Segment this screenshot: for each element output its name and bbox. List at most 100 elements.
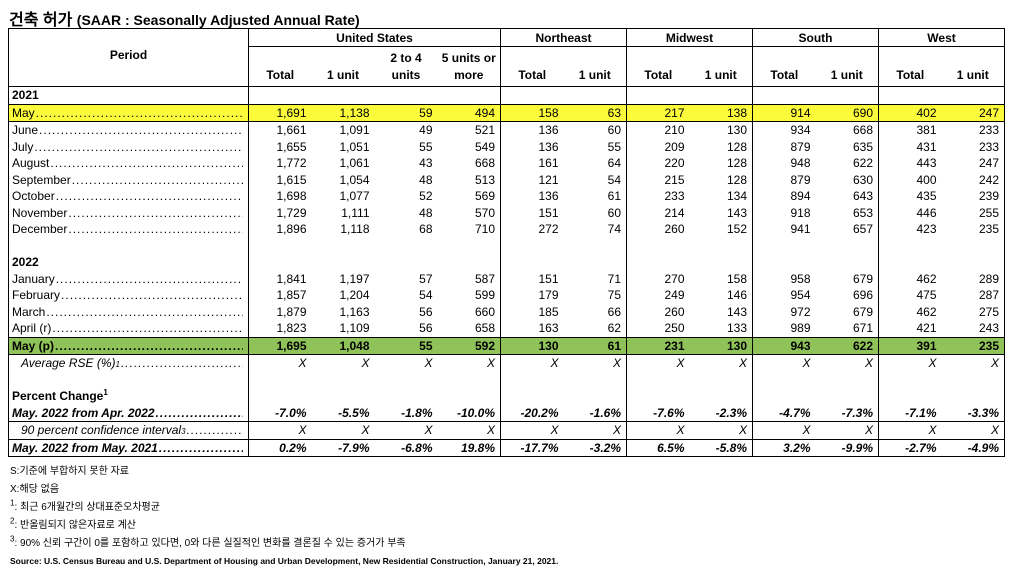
value-cell: 136 <box>500 138 564 155</box>
value-cell: 391 <box>878 336 942 355</box>
value-cell: 60 <box>607 123 622 138</box>
value-cell: 622 <box>852 156 874 171</box>
spacer-cell <box>500 237 564 254</box>
row-label-cell: May. 2022 from Apr. 2022 <box>8 404 249 422</box>
title-block: 건축 허가 (SAAR : Seasonally Adjusted Annual… <box>9 6 360 30</box>
value-cell: 48 <box>419 205 433 220</box>
value-cell: 60 <box>607 205 622 220</box>
dot-leader <box>68 221 243 237</box>
value-cell: 146 <box>726 288 748 303</box>
empty-cell <box>438 87 501 105</box>
column-header: 1 unit <box>815 46 879 87</box>
row-label-text: August <box>12 156 50 171</box>
group-header: West <box>878 28 1005 47</box>
row-label: May <box>12 105 243 121</box>
empty-cell <box>312 388 375 405</box>
section-heading-text: 2022 <box>12 255 39 270</box>
value-cell: 972 <box>752 303 816 320</box>
value-cell: 1,857 <box>248 287 312 304</box>
row-label-cell: March <box>9 304 249 321</box>
value-cell: X <box>991 356 1000 371</box>
value-cell: X <box>752 421 816 440</box>
value-cell: 1,729 <box>248 204 312 221</box>
value-cell: 43 <box>419 156 433 171</box>
value-cell: 513 <box>474 172 495 187</box>
value-cell: X <box>739 356 748 371</box>
row-label: May. 2022 from Apr. 2022 <box>12 405 243 421</box>
value-cell: X <box>613 356 622 371</box>
value-cell: 143 <box>726 205 748 220</box>
footnote: X:해당 없음 <box>10 481 406 499</box>
value-cell: 239 <box>979 189 1000 204</box>
row-label-cell: 90 percent confidence interval 3 <box>8 421 249 440</box>
value-cell: 1,054 <box>339 172 370 187</box>
column-header: 1 unit <box>311 46 375 87</box>
value-cell: 435 <box>878 188 942 205</box>
row-label-text: April (r) <box>12 321 52 336</box>
value-cell: 247 <box>979 156 1000 171</box>
column-header: Total <box>500 46 564 87</box>
data-row: July 1,655 1,051 55 549 136 55 209 128 879 635 431 2… <box>9 138 1005 155</box>
value-cell: 1,695 <box>248 336 312 355</box>
value-cell: 1,841 <box>248 270 312 287</box>
value-cell: 161 <box>500 155 564 172</box>
footnote: S:기준에 부합하지 못한 자료 <box>10 463 406 481</box>
empty-cell <box>500 254 564 271</box>
value-cell: 59 <box>374 103 438 122</box>
footnote-text: S:기준에 부합하지 못한 자료 <box>10 466 129 477</box>
value-cell: 1,163 <box>339 304 370 319</box>
value-cell: -4.7% <box>752 404 816 422</box>
value-cell: 592 <box>437 336 501 355</box>
value-cell: 1,061 <box>339 156 370 171</box>
row-label-text: July <box>12 139 34 154</box>
empty-cell <box>878 254 942 271</box>
value-cell: 587 <box>474 271 495 286</box>
data-row: October 1,698 1,077 52 569 136 61 233 134 894 643 4… <box>9 188 1005 205</box>
table-body: 2021May1,6911,13859494158632171389146904… <box>8 86 1005 457</box>
empty-cell <box>626 86 690 104</box>
value-cell: -5.8% <box>689 439 753 457</box>
value-cell: 19.8% <box>437 439 501 457</box>
value-cell: X <box>563 421 627 440</box>
value-cell: X <box>361 356 370 371</box>
row-label-text: February <box>12 288 61 303</box>
empty-cell <box>248 254 312 271</box>
value-cell: 934 <box>752 121 816 139</box>
spacer-cell <box>375 238 438 255</box>
value-cell: -3.2% <box>563 439 627 457</box>
value-cell: 1,091 <box>339 123 370 138</box>
value-cell: 400 <box>878 171 942 188</box>
spacer-cell <box>564 372 627 389</box>
value-cell: 6.5% <box>626 439 690 457</box>
spacer-cell <box>626 237 690 254</box>
value-cell: 894 <box>752 188 816 205</box>
section-heading-row: 2022 <box>9 254 1005 271</box>
value-cell: 443 <box>878 155 942 172</box>
data-row: June 1,661 1,091 49 521 136 60 210 130 934 668 381 2… <box>9 121 1005 139</box>
value-cell: 521 <box>474 123 495 138</box>
column-row: Total 1 unit 2 to 4 units 5 units or more To… <box>9 46 1005 87</box>
footnote: 3: 90% 신뢰 구간이 0를 포함하고 있다면, 0와 다른 실질적인 변화… <box>10 535 406 553</box>
data-row: May. 2022 from May. 2021 0.2%-7.9%-6.8%19… <box>8 439 1005 457</box>
group-header: Northeast <box>499 28 627 47</box>
spacer-row <box>9 237 1005 255</box>
footnote-text: : 최근 6개월간의 상대표준오차평균 <box>14 502 160 513</box>
footnote-text: : 90% 신뢰 구간이 0를 포함하고 있다면, 0와 다른 실질적인 변화를… <box>14 538 406 549</box>
spacer-cell <box>752 237 816 254</box>
value-cell: X <box>941 421 1005 440</box>
row-label-cell: May <box>8 103 249 122</box>
value-cell: 209 <box>626 138 690 155</box>
value-cell: 402 <box>878 103 942 122</box>
row-label-text: May. 2022 from Apr. 2022 <box>12 405 155 420</box>
row-label-text: May <box>12 105 35 120</box>
value-cell: 179 <box>500 287 564 304</box>
value-cell: -7.6% <box>626 404 690 422</box>
value-cell: -2.7% <box>878 439 942 457</box>
dot-leader <box>159 440 243 456</box>
value-cell: 71 <box>607 271 622 286</box>
data-row: December 1,896 1,118 68 710 272 74 260 152 941 657… <box>9 221 1005 238</box>
row-label-cell: January <box>9 271 249 288</box>
value-cell: -7.3% <box>815 404 879 422</box>
value-cell: 918 <box>752 204 816 221</box>
